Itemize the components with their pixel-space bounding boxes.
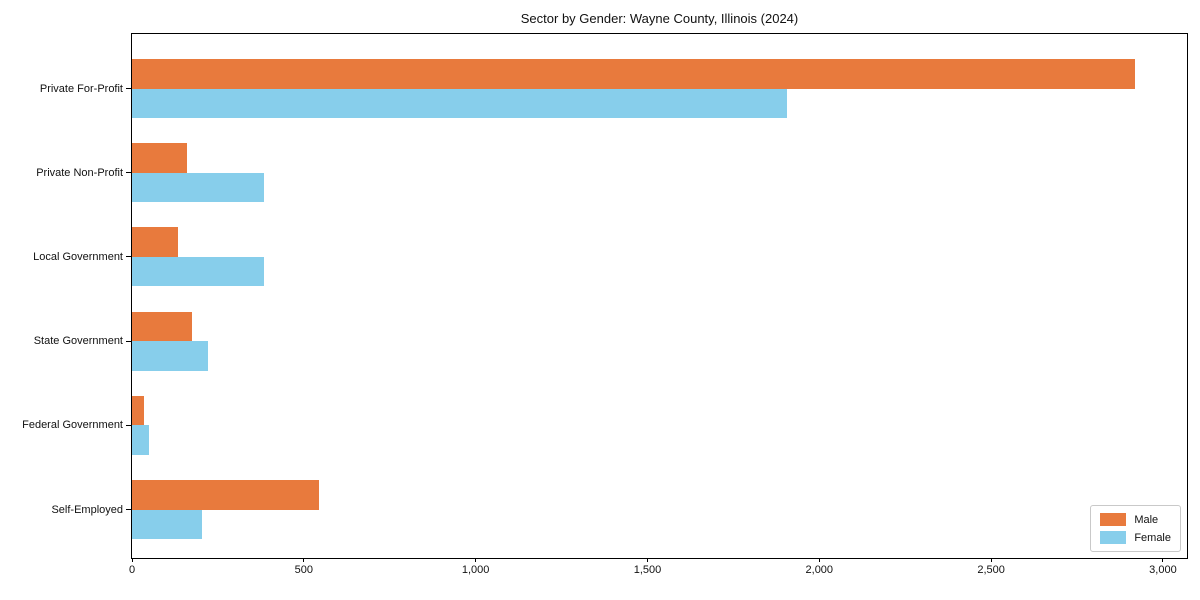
x-axis-tick bbox=[646, 558, 648, 562]
bar-male-2 bbox=[132, 143, 187, 173]
bar-male-3 bbox=[132, 227, 179, 257]
y-axis-tick bbox=[126, 172, 131, 174]
x-tick-label: 2,000 bbox=[805, 564, 834, 576]
x-axis-tick bbox=[818, 558, 820, 562]
x-tick-label: 3,000 bbox=[1149, 564, 1177, 576]
bar-female-3 bbox=[132, 256, 265, 287]
legend-label-female: Female bbox=[1134, 531, 1171, 544]
legend-item-male: Male bbox=[1100, 513, 1171, 526]
bar-male-1 bbox=[132, 59, 1136, 89]
x-axis-tick bbox=[990, 558, 992, 562]
y-tick-label: Local Government bbox=[33, 250, 123, 263]
y-tick-label: Private Non-Profit bbox=[36, 166, 123, 179]
bar-female-2 bbox=[132, 172, 265, 203]
x-axis-tick bbox=[131, 558, 133, 562]
x-axis-tick bbox=[303, 558, 305, 562]
x-tick-label: 2,500 bbox=[977, 564, 1005, 576]
bar-female-5 bbox=[132, 425, 150, 455]
bar-male-5 bbox=[132, 395, 145, 426]
x-tick-label: 1,000 bbox=[461, 564, 490, 576]
y-axis-tick bbox=[126, 340, 131, 342]
legend-label-male: Male bbox=[1134, 513, 1159, 526]
x-axis-tick bbox=[1162, 558, 1164, 562]
male-color-swatch bbox=[1100, 513, 1127, 526]
y-tick-label: Self-Employed bbox=[51, 503, 123, 516]
x-tick-label: 1,500 bbox=[633, 564, 662, 576]
legend-item-female: Female bbox=[1100, 531, 1171, 544]
legend: Male Female bbox=[1090, 505, 1181, 552]
bar-female-4 bbox=[132, 341, 208, 371]
female-color-swatch bbox=[1100, 531, 1127, 544]
y-axis-tick bbox=[126, 424, 131, 426]
y-axis-tick bbox=[126, 88, 131, 89]
y-axis-tick bbox=[126, 509, 131, 510]
y-tick-label: Private For-Profit bbox=[39, 82, 123, 95]
plot-area: Male Female Private For-Profit Private No… bbox=[22, 33, 1188, 576]
bar-male-4 bbox=[132, 311, 193, 342]
x-axis-tick bbox=[475, 558, 477, 562]
bar-female-6 bbox=[132, 509, 203, 539]
bar-male-6 bbox=[132, 480, 320, 510]
x-tick-label: 0 bbox=[128, 564, 136, 576]
chart-title: Sector by Gender: Wayne County, Illinois… bbox=[520, 11, 799, 26]
y-tick-label: Federal Government bbox=[22, 419, 123, 432]
y-tick-label: State Government bbox=[33, 335, 123, 348]
y-axis-tick bbox=[126, 256, 131, 258]
x-tick-label: 500 bbox=[294, 564, 313, 576]
bar-female-1 bbox=[132, 88, 787, 118]
